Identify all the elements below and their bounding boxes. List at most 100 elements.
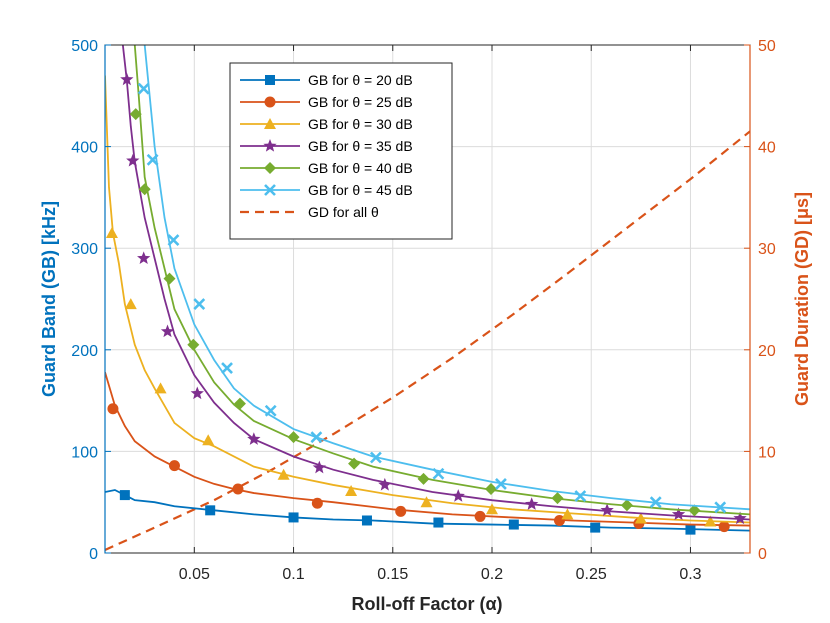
legend-entry: GB for θ = 30 dB [240, 116, 413, 132]
y-right-tick-label: 10 [758, 444, 776, 461]
data-point [634, 512, 647, 524]
data-point [685, 524, 696, 535]
data-point [126, 153, 140, 167]
data-point [485, 482, 498, 495]
data-point [287, 431, 300, 444]
data-point [311, 497, 323, 509]
data-point [202, 434, 215, 446]
data-point [193, 298, 206, 310]
data-point [310, 431, 323, 444]
legend-entry: GB for θ = 25 dB [240, 94, 413, 110]
data-point [474, 510, 486, 522]
data-point [168, 460, 180, 472]
data-point [688, 504, 701, 517]
data-point [600, 503, 614, 516]
data-point [160, 324, 175, 338]
data-point [525, 497, 539, 510]
data-point [395, 505, 407, 517]
data-point [124, 298, 137, 310]
data-point [154, 382, 167, 394]
y-right-tick-label: 20 [758, 343, 776, 360]
legend-label: GB for θ = 45 dB [308, 182, 413, 198]
series-gb-for-30-db [105, 75, 750, 527]
data-point [232, 483, 244, 495]
data-point [417, 472, 430, 485]
legend-box [229, 62, 453, 240]
data-point [361, 515, 372, 526]
y-axis-left-title: Guard Band (GB) [kHz] [39, 201, 59, 397]
data-point [561, 508, 574, 520]
data-point [137, 82, 150, 95]
data-point [120, 72, 134, 86]
data-point [105, 226, 118, 238]
x-tick-label: 0.05 [179, 566, 210, 583]
y-left-tick-label: 400 [71, 140, 98, 157]
y-right-tick-label: 40 [758, 140, 776, 157]
data-point [247, 432, 261, 445]
series-gd-for-all [105, 130, 750, 551]
data-point [107, 403, 119, 415]
x-tick-label: 0.25 [576, 566, 607, 583]
legend-marker [264, 184, 276, 196]
gd-series-layer [105, 130, 750, 551]
series-line [143, 45, 750, 511]
y-right-tick-label: 50 [758, 38, 776, 55]
data-point [233, 397, 246, 410]
data-point [718, 521, 730, 533]
legend-marker [264, 96, 276, 108]
y-axis-left: 0 100 200 300 400 500 [71, 38, 111, 563]
legend-entry: GB for θ = 20 dB [240, 72, 413, 88]
data-point [433, 517, 444, 528]
data-point [146, 153, 159, 166]
data-point [733, 511, 747, 525]
data-point [553, 514, 565, 526]
x-axis: 0.05 0.1 0.15 0.2 0.25 0.3 [179, 45, 702, 583]
legend-entry: GB for θ = 40 dB [240, 160, 413, 176]
data-point [378, 477, 392, 491]
y-left-tick-label: 0 [89, 546, 98, 563]
data-point [649, 496, 662, 509]
y-axis-right: 0 10 20 30 40 50 [744, 38, 776, 563]
legend-marker [264, 118, 276, 129]
data-point [137, 251, 151, 265]
data-point [486, 503, 498, 515]
x-axis-title: Roll-off Factor (α) [351, 594, 502, 614]
y-axis-right-title: Guard Duration (GD) [μs] [792, 192, 812, 406]
y-right-tick-label: 30 [758, 241, 776, 258]
data-point [138, 183, 151, 196]
data-point [277, 468, 290, 480]
data-point [704, 515, 717, 527]
data-point [187, 338, 200, 351]
data-point [129, 108, 142, 121]
legend-label: GB for θ = 20 dB [308, 72, 413, 88]
data-point [420, 496, 433, 508]
data-point [590, 522, 601, 533]
data-point [190, 386, 204, 400]
y-right-tick-label: 0 [758, 546, 767, 563]
legend-label: GB for θ = 40 dB [308, 160, 413, 176]
data-point [369, 451, 382, 464]
gb-series-layer [105, 45, 750, 535]
legend-entry: GB for θ = 45 dB [240, 182, 413, 198]
series-gb-for-45-db [137, 45, 750, 514]
data-point [508, 519, 519, 530]
legend-label: GB for θ = 30 dB [308, 116, 413, 132]
data-point [620, 499, 633, 512]
series-line [105, 489, 750, 532]
data-point [348, 457, 361, 470]
data-point [167, 234, 180, 246]
y-left-tick-label: 100 [71, 444, 98, 461]
x-tick-label: 0.2 [481, 566, 503, 583]
data-point [119, 490, 130, 501]
data-point [551, 492, 564, 505]
x-tick-label: 0.15 [377, 566, 408, 583]
series-line [105, 371, 750, 527]
series-line [105, 130, 750, 551]
x-tick-label: 0.3 [679, 566, 701, 583]
data-point [264, 404, 277, 417]
x-tick-label: 0.1 [282, 566, 304, 583]
y-left-tick-label: 500 [71, 38, 98, 55]
data-point [205, 505, 216, 516]
data-point [288, 512, 299, 523]
